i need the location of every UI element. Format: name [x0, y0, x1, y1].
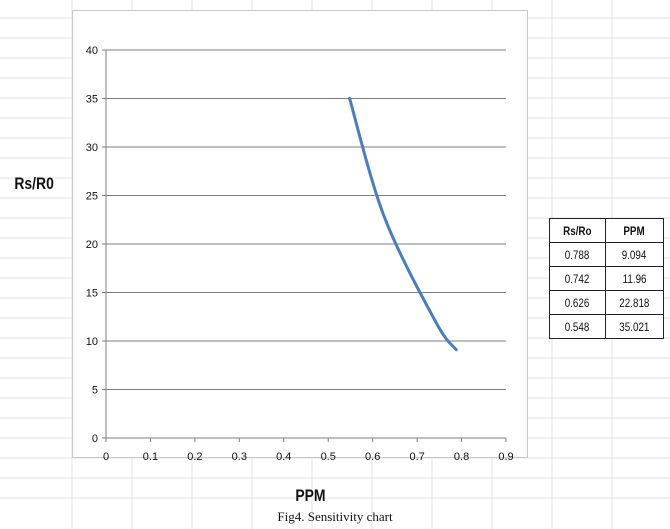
- table-header-row: Rs/Ro PPM: [549, 218, 664, 243]
- table-row: 0.788 9.094: [549, 242, 664, 267]
- x-tick-label: 0.7: [409, 451, 424, 463]
- x-tick-label: 0.1: [143, 451, 158, 463]
- table-cell-rs-ro: 0.548: [549, 314, 606, 339]
- y-tick-label: 30: [86, 142, 98, 154]
- y-tick-label: 25: [86, 191, 98, 203]
- y-tick-label: 10: [86, 336, 98, 348]
- x-tick-label: 0.5: [321, 451, 336, 463]
- table-cell-ppm: 35.021: [605, 314, 664, 339]
- chart-area[interactable]: [72, 10, 528, 458]
- table-cell-rs-ro: 0.742: [549, 266, 606, 291]
- x-tick-label: 0.9: [498, 451, 513, 463]
- series-line: [348, 96, 458, 352]
- table-row: 0.626 22.818: [549, 290, 664, 315]
- x-axis-label: PPM: [294, 486, 326, 505]
- y-tick-label: 20: [86, 239, 98, 251]
- table-cell-ppm: 22.818: [605, 290, 664, 315]
- table-cell-ppm: 11.96: [605, 266, 664, 291]
- table-header-ppm: PPM: [605, 218, 664, 243]
- x-tick-label: 0.2: [187, 451, 202, 463]
- table-row: 0.742 11.96: [549, 266, 664, 291]
- y-tick-label: 15: [86, 288, 98, 300]
- y-tick-label: 5: [92, 385, 98, 397]
- x-tick-label: 0.4: [276, 451, 291, 463]
- table-row: 0.548 35.021: [549, 314, 664, 339]
- x-tick-label: 0.3: [232, 451, 247, 463]
- table-header-rs-ro: Rs/Ro: [549, 218, 606, 243]
- table-cell-ppm: 9.094: [605, 242, 664, 267]
- y-tick-label: 0: [92, 433, 98, 445]
- x-tick-label: 0: [103, 451, 109, 463]
- table-cell-rs-ro: 0.626: [549, 290, 606, 315]
- y-tick-label: 40: [86, 45, 98, 57]
- y-axis-label: Rs/R0: [14, 174, 54, 193]
- figure-caption: Fig4. Sensitivity chart: [277, 509, 393, 524]
- table-cell-rs-ro: 0.788: [549, 242, 606, 267]
- x-tick-label: 0.8: [454, 451, 469, 463]
- x-tick-label: 0.6: [365, 451, 380, 463]
- y-tick-label: 35: [86, 94, 98, 106]
- data-table: Rs/Ro PPM 0.788 9.094 0.742 11.96 0.626 …: [549, 218, 664, 339]
